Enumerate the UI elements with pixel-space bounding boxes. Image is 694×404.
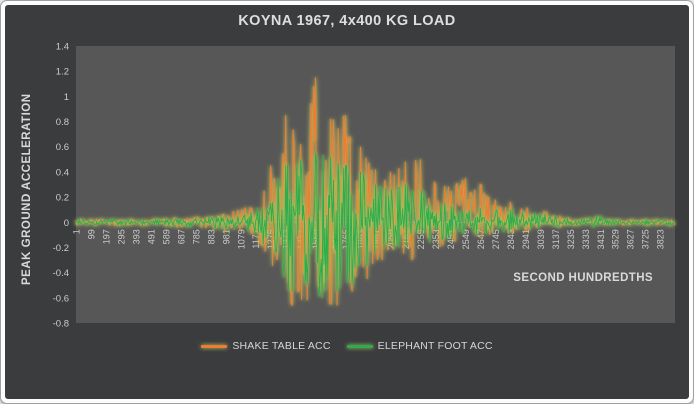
legend-item-elephant-foot[interactable]: ELEPHANT FOOT ACC [346,340,493,352]
x-axis-title: SECOND HUNDREDTHS [513,272,653,284]
y-tick-label: 0.6 [56,142,69,153]
chart-area: 1.4 1.2 1 0.8 0.6 0.4 0.2 0 -0.2 -0.4 -0.6 -0.8 1 99 1… [5,5,689,399]
x-tick-label: 3235 [566,229,576,249]
y-tick-label: 0.8 [56,117,69,128]
y-tick-label: -0.6 [53,293,69,304]
x-tick-label: 687 [176,229,186,244]
legend-label: ELEPHANT FOOT ACC [377,340,493,352]
x-tick-label: 3137 [551,229,561,249]
chart-title: KOYNA 1967, 4x400 KG LOAD [238,13,456,29]
x-tick-label: 2745 [491,229,501,249]
x-tick-label: 1079 [236,229,246,249]
x-tick-label: 3627 [626,229,636,249]
y-tick-label: 1.4 [56,42,69,53]
x-tick-label: 3823 [656,229,666,249]
x-tick-label: 1863 [356,229,366,249]
series-line-elephant-foot-acc [75,152,676,298]
x-tick-label: 1275 [266,229,276,249]
x-tick-label: 1765 [341,229,351,249]
y-tick-label: 0 [64,218,69,229]
x-tick-label: 1373 [281,229,291,249]
x-tick-label: 3529 [611,229,621,249]
x-tick-label: 883 [206,229,216,244]
x-tick-label: 3431 [596,229,606,249]
x-tick-label: 2647 [476,229,486,249]
x-tick-label: 2451 [446,229,456,249]
x-tick-label: 2353 [431,229,441,249]
x-tick-label: 197 [101,229,111,244]
y-tick-label: -0.8 [53,319,69,330]
x-tick-label: 393 [131,229,141,244]
shake-table-line-swatch [201,344,228,348]
x-tick-label: 1961 [371,229,381,249]
x-tick-label: 589 [161,229,171,244]
x-tick-label: 3725 [641,229,651,249]
legend-item-shake-table[interactable]: SHAKE TABLE ACC [201,340,330,352]
plot-svg: 1.4 1.2 1 0.8 0.6 0.4 0.2 0 -0.2 -0.4 -0.6 -0.8 1 99 1… [53,42,676,330]
y-tick-label: -0.4 [53,268,69,279]
y-tick-label: 1 [64,92,69,103]
x-tick-label: 981 [221,229,231,244]
x-tick-label: 2941 [521,229,531,249]
y-tick-label: 0.2 [56,193,69,204]
x-tick-label: 2843 [506,229,516,249]
y-tick-label: 1.2 [56,67,69,78]
x-tick-label: 491 [146,229,156,244]
y-tick-label: 0.4 [56,167,69,178]
x-tick-label: 295 [116,229,126,244]
x-tick-label: 99 [86,229,96,239]
legend-label: SHAKE TABLE ACC [232,340,331,352]
x-tick-label: 2549 [461,229,471,249]
x-tick-label: 1 [72,229,82,234]
x-tick-label: 1569 [311,229,321,249]
x-tick-label: 1177 [251,229,261,248]
x-tick-label: 3039 [536,229,546,249]
x-tick-label: 785 [191,229,201,244]
y-axis-title: PEAK GROUND ACCELERATION [21,93,33,285]
elephant-foot-line-swatch [346,344,373,348]
y-tick-label: -0.2 [53,243,69,254]
x-tick-label: 3333 [581,229,591,249]
x-tick-label: 2059 [386,229,396,249]
x-tick-label: 2255 [416,229,426,249]
legend: SHAKE TABLE ACC ELEPHANT FOOT ACC [5,337,689,355]
